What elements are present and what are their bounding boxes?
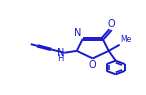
Text: Me: Me xyxy=(120,35,132,44)
Text: N: N xyxy=(57,48,64,58)
Text: O: O xyxy=(107,19,115,29)
Text: H: H xyxy=(58,55,64,63)
Text: N: N xyxy=(74,28,81,38)
Text: O: O xyxy=(89,60,97,70)
